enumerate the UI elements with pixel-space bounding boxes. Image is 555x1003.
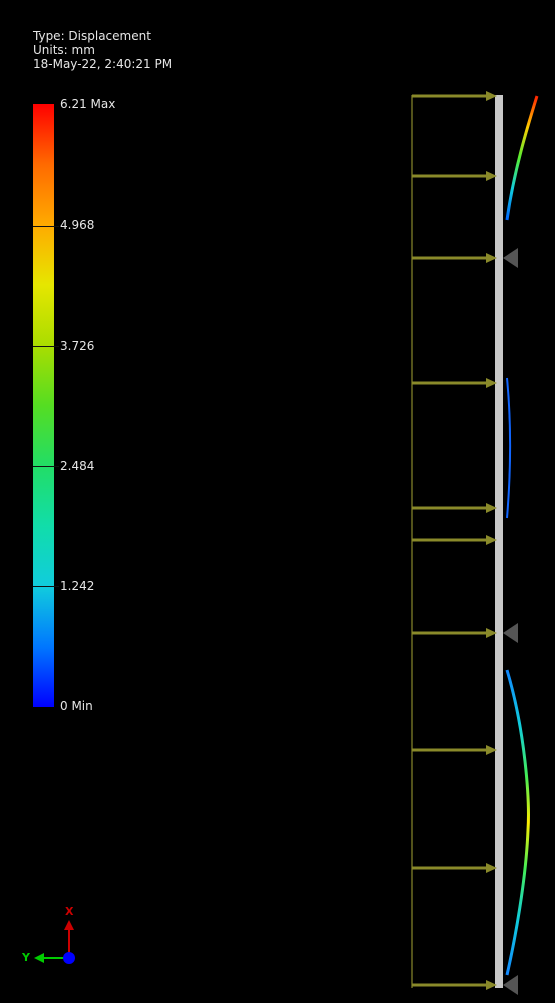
- legend-label-max: 6.21 Max: [60, 97, 116, 111]
- z-axis-dot-icon: [63, 952, 75, 964]
- legend-label: 3.726: [60, 339, 95, 353]
- legend-label-min: 0 Min: [60, 699, 93, 713]
- deformed-shape-bottom: [505, 669, 530, 976]
- beam: [495, 95, 503, 988]
- load-arrow: [412, 503, 497, 513]
- load-arrow: [412, 628, 497, 638]
- support-icon: [503, 623, 518, 643]
- legend-tick: [33, 346, 59, 347]
- legend-tick: [33, 586, 59, 587]
- load-arrow: [412, 980, 497, 990]
- legend-label: 2.484: [60, 459, 95, 473]
- load-arrow: [412, 171, 497, 181]
- result-units-label: Units: mm: [33, 43, 95, 57]
- load-arrow: [412, 535, 497, 545]
- result-timestamp-label: 18-May-22, 2:40:21 PM: [33, 57, 173, 71]
- load-arrow: [412, 745, 497, 755]
- result-info: Type: Displacement Units: mm 18-May-22, …: [33, 29, 172, 71]
- load-arrow: [412, 253, 497, 263]
- coordinate-triad: [34, 920, 75, 964]
- load-arrow: [412, 378, 497, 388]
- load-arrows: [412, 91, 497, 990]
- triad-x-label: X: [65, 905, 74, 918]
- x-axis-arrow-icon: [64, 920, 74, 930]
- support-icon: [503, 248, 518, 268]
- y-axis-arrow-icon: [34, 953, 44, 963]
- load-arrow: [412, 863, 497, 873]
- legend-label: 1.242: [60, 579, 95, 593]
- result-type-label: Type: Displacement: [33, 29, 151, 43]
- legend-tick: [33, 226, 59, 227]
- color-legend-bar: [33, 104, 54, 707]
- deformed-shape-middle: [506, 377, 511, 519]
- supports: [503, 248, 518, 995]
- legend-label: 4.968: [60, 218, 95, 232]
- legend-tick: [33, 466, 59, 467]
- load-arrow: [412, 91, 497, 101]
- triad-y-label: Y: [22, 951, 30, 964]
- deformed-shape-top: [505, 95, 539, 221]
- support-icon: [503, 975, 518, 995]
